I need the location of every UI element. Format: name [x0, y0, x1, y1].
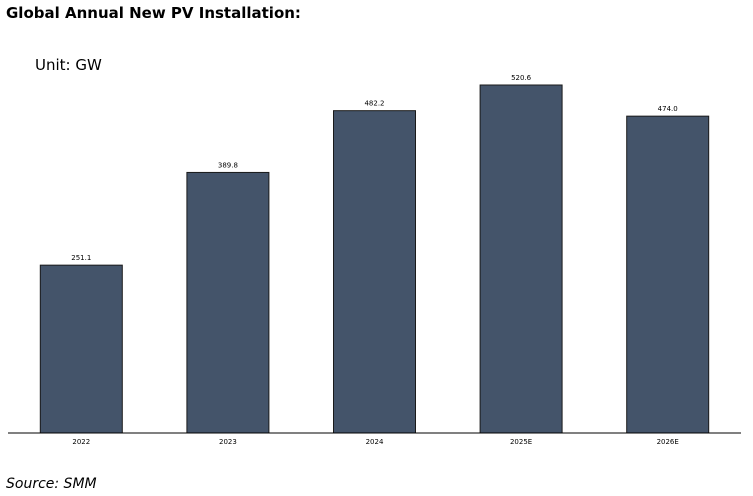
data-label: 389.8: [218, 161, 238, 169]
unit-label: Unit: GW: [35, 56, 102, 74]
bar-2025E: [479, 84, 563, 434]
data-label: 251.1: [71, 254, 91, 262]
chart-title: Global Annual New PV Installation:: [6, 4, 301, 22]
data-label: 474.0: [658, 105, 678, 113]
bar-2023: [186, 171, 270, 434]
bar-2022: [39, 264, 123, 434]
source-note: Source: SMM: [6, 476, 97, 492]
x-tick-label: 2024: [366, 438, 384, 446]
bar-2024: [333, 110, 416, 434]
x-tick-label: 2026E: [657, 438, 679, 446]
x-tick-label: 2023: [219, 438, 237, 446]
data-label: 482.2: [364, 100, 384, 108]
bar-2026E: [626, 115, 710, 434]
x-tick-label: 2022: [72, 438, 90, 446]
data-label: 520.6: [511, 74, 532, 82]
x-tick-label: 2025E: [510, 438, 532, 446]
